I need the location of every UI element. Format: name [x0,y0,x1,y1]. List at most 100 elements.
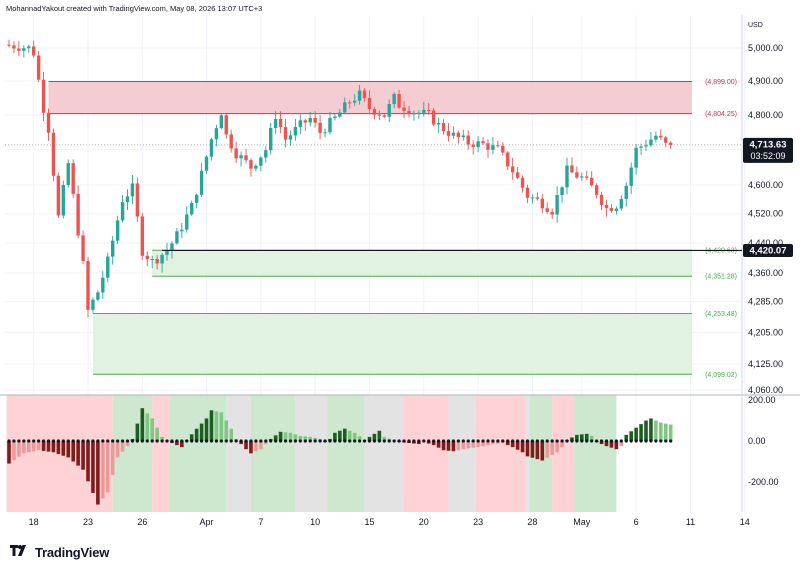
oscillator-bar [461,441,466,450]
oscillator-bullish-band [574,395,617,512]
zero-cross-dot [269,439,273,443]
oscillator-bar [288,432,293,441]
candle-up [214,128,219,140]
candle-down [348,102,352,104]
zero-cross-dot [516,439,520,443]
zero-cross-dot [175,439,179,443]
zero-cross-dot [249,439,253,443]
zero-cross-dot [27,439,31,443]
time-axis: 18 23 26 Apr 7 10 15 20 23 28 May 6 11 14 [29,517,750,527]
candle-up [417,112,421,114]
price-tick-label: 5,000.00 [748,43,783,53]
support-zone-bottom-label: (4,351.28) [705,274,737,281]
oscillator-bar [254,441,258,452]
oscillator-bar [357,436,362,441]
oscillator-bar [382,436,387,441]
oscillator-bar [604,441,609,447]
oscillator-bar [160,436,164,441]
candle-up [185,214,189,230]
candle-up [199,170,204,195]
zero-cross-dot [555,439,559,443]
zero-cross-dot [259,439,263,443]
oscillator-bar [293,434,298,441]
current-price-badge [743,137,793,163]
oscillator-bar [105,441,110,493]
candle-up [106,256,110,278]
zero-cross-dot [565,439,569,443]
oscillator-bar [22,441,26,454]
candle-down [456,132,461,138]
zero-cross-dot [180,439,184,443]
oscillator-bar [619,441,624,447]
oscillator-bar [352,432,357,441]
oscillator-bar [367,436,372,441]
zero-cross-dot [140,439,144,443]
candle-up [560,187,564,196]
oscillator-bar [303,436,308,441]
time-tick-label: 15 [364,517,374,527]
candle-down [431,110,436,125]
zero-cross-dot [116,439,120,443]
candle-down [594,185,599,195]
candle-up [61,185,66,216]
candle-down [224,115,228,135]
zero-cross-dot [12,439,16,443]
oscillator-bar [41,441,46,451]
oscillator-bar [377,430,382,441]
oscillator-bar [431,441,436,446]
zero-cross-dot [130,439,135,443]
time-tick-label: 28 [527,517,537,527]
oscillator-bar [7,441,11,464]
candle-up [96,292,100,300]
zero-cross-dot [466,439,470,443]
zero-cross-dot [353,439,357,443]
zero-cross-dot [76,439,80,443]
zero-cross-dot [649,439,653,443]
candle-down [145,255,149,260]
candle-down [234,148,238,159]
oscillator-bar [570,437,574,441]
zero-cross-dot [432,439,436,443]
oscillator-bearish-band [152,395,170,512]
candle-up [644,145,648,147]
time-tick-label: 23 [83,517,93,527]
candle-up [204,156,209,171]
candle-down [496,145,500,147]
candle-up [27,46,31,49]
zero-cross-dot [160,439,164,443]
candle-down [604,204,609,208]
zero-cross-dot [560,439,564,443]
zero-cross-dot [61,439,65,443]
zero-cross-dot [669,439,673,443]
oscillator-bar [278,431,283,441]
oscillator-histogram [7,408,673,505]
zero-cross-dot [185,439,189,443]
price-tick-label: 4,125.00 [748,359,783,369]
zero-cross-dot [204,439,209,443]
oscillator-bar [589,435,594,441]
price-tick-label: 4,205.00 [748,327,783,337]
oscillator-bearish-band [404,395,449,512]
candle-up [614,208,619,211]
oscillator-neutral-band [364,395,405,512]
oscillator-bar [654,420,658,441]
zero-cross-dot [32,439,36,443]
candle-down [520,177,525,188]
zero-cross-dot [639,439,643,443]
candle-up [209,139,214,157]
candles [7,39,673,318]
zero-cross-dot [195,439,199,443]
candle-down [570,165,574,173]
candle-up [323,132,327,134]
candle-down [135,183,140,217]
candle-up [175,231,179,244]
zero-cross-dot [209,439,214,443]
candle-down [56,175,61,216]
zero-cross-dot [422,439,426,443]
candle-up [357,90,362,101]
zero-cross-dot [407,439,411,443]
currency-label: USD [748,22,763,29]
current-price-value: 4,713.63 [750,139,787,150]
candle-down [51,132,56,176]
